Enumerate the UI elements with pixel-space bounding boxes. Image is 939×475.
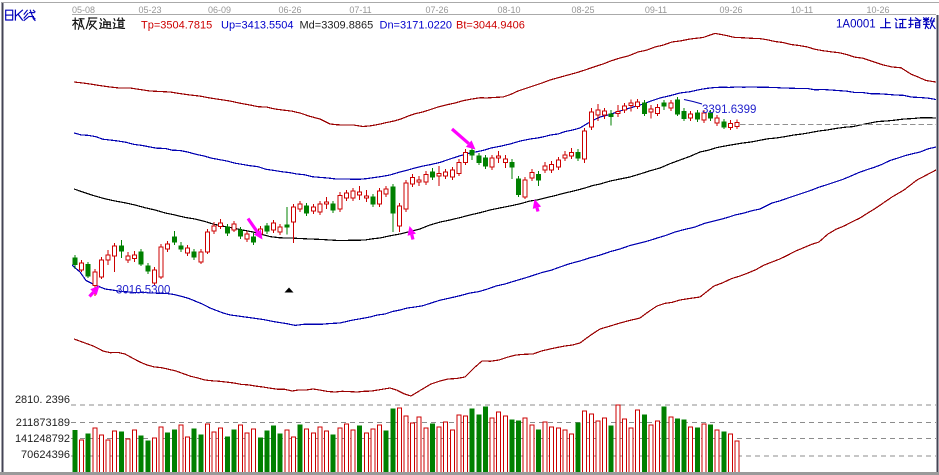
svg-text:2810. 2396: 2810. 2396	[15, 394, 70, 406]
svg-text:70624396: 70624396	[21, 449, 70, 461]
svg-text:08-10: 08-10	[497, 5, 520, 15]
svg-text:08-25: 08-25	[571, 5, 594, 15]
svg-text:05-08: 05-08	[72, 5, 95, 15]
svg-text:211873189: 211873189	[16, 417, 70, 429]
svg-text:3016.5300: 3016.5300	[116, 285, 170, 297]
svg-text:Up=3413.5504: Up=3413.5504	[221, 20, 293, 32]
svg-text:09-11: 09-11	[645, 5, 667, 15]
svg-text:07-11: 07-11	[349, 5, 371, 15]
svg-text:05-23: 05-23	[138, 5, 161, 15]
svg-text:Bt=3044.9406: Bt=3044.9406	[456, 20, 525, 32]
svg-text:06-26: 06-26	[278, 5, 301, 15]
svg-text:09-26: 09-26	[719, 5, 742, 15]
svg-text:Md=3309.8865: Md=3309.8865	[300, 20, 374, 32]
svg-text:141248792: 141248792	[15, 433, 70, 445]
svg-text:07-26: 07-26	[425, 5, 448, 15]
svg-text:3391.6399: 3391.6399	[702, 104, 756, 116]
svg-text:Tp=3504.7815: Tp=3504.7815	[141, 20, 212, 32]
svg-text:1A0001: 1A0001	[836, 19, 876, 31]
svg-text:10-26: 10-26	[866, 5, 889, 15]
svg-text:06-09: 06-09	[208, 5, 231, 15]
svg-text:Dn=3171.0220: Dn=3171.0220	[380, 20, 452, 32]
svg-text:10-11: 10-11	[791, 5, 813, 15]
